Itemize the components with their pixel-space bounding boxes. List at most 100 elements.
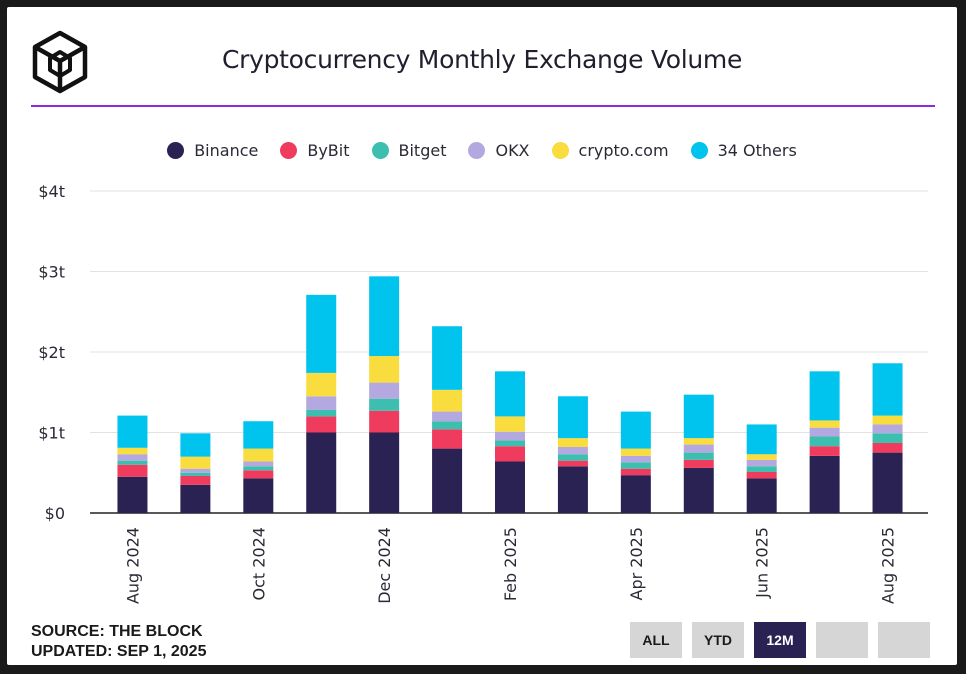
bar-segment	[495, 431, 525, 441]
bar-segment	[683, 452, 714, 460]
bar-segment	[369, 276, 400, 357]
bar-segment	[432, 421, 463, 430]
legend-label: 34 Others	[717, 141, 797, 160]
bar-segment	[683, 467, 714, 513]
bar-segment	[495, 440, 525, 447]
bar-segment	[620, 411, 651, 449]
bar-segment	[306, 432, 337, 513]
bar-segment	[746, 459, 777, 467]
y-tick-label: $0	[45, 504, 65, 523]
range-button-ytd[interactable]: YTD	[692, 622, 744, 658]
bar-segment	[243, 461, 274, 467]
bar-segment	[809, 455, 840, 513]
bar-segment	[117, 454, 148, 461]
bar-segment	[306, 416, 337, 433]
range-button[interactable]	[816, 622, 868, 658]
bar-segment	[683, 394, 714, 439]
bar-segment	[872, 452, 903, 513]
range-button-all[interactable]: ALL	[630, 622, 682, 658]
bar-segment	[557, 446, 588, 455]
legend-swatch	[551, 142, 569, 159]
bar-segment	[180, 456, 211, 469]
bar-segment	[495, 446, 525, 462]
legend-item[interactable]: Binance	[167, 141, 258, 160]
bar-segment	[243, 448, 274, 462]
legend-item[interactable]: crypto.com	[551, 141, 669, 160]
legend-item[interactable]: ByBit	[280, 141, 350, 160]
bar-segment	[557, 396, 588, 439]
bar-segment	[557, 454, 588, 461]
bar-segment	[117, 460, 148, 465]
legend-item[interactable]: OKX	[468, 141, 530, 160]
legend-label: OKX	[495, 141, 530, 160]
bar-segment	[369, 382, 400, 399]
bar-segment	[306, 409, 337, 417]
bar-segment	[746, 424, 777, 455]
x-tick-label: Jun 2025	[753, 527, 772, 599]
bar-segment	[432, 411, 463, 422]
bar-segment	[306, 294, 337, 373]
bar-segment	[683, 459, 714, 468]
bar-segment	[432, 326, 463, 390]
source-line: SOURCE: THE BLOCK	[31, 623, 203, 640]
bar-segment	[872, 442, 903, 453]
legend-item[interactable]: 34 Others	[690, 141, 797, 160]
bar-segment	[872, 433, 903, 443]
bar-segment	[746, 478, 777, 513]
bar-segment	[243, 421, 274, 449]
bar-segment	[872, 424, 903, 434]
bar-segment	[369, 356, 400, 383]
bar-segment	[180, 484, 211, 513]
bar-segment	[746, 454, 777, 460]
y-tick-label: $1t	[38, 424, 65, 443]
bar-segment	[369, 398, 400, 411]
range-selector: ALL YTD 12M	[630, 622, 930, 658]
bar-segment	[117, 476, 148, 513]
legend-swatch	[468, 142, 486, 159]
y-tick-label: $4t	[38, 182, 65, 201]
y-tick-label: $3t	[38, 263, 65, 282]
bar-segment	[557, 466, 588, 513]
bar-segment	[180, 468, 211, 473]
legend-item[interactable]: Bitget	[371, 141, 446, 160]
bar-segment	[117, 415, 148, 448]
x-tick-label: Feb 2025	[501, 527, 520, 601]
bar-segment	[620, 448, 651, 456]
bar-segment	[557, 438, 588, 447]
bar-segment	[432, 429, 463, 449]
bar-segment	[117, 464, 148, 477]
bar-segment	[306, 372, 337, 397]
legend-swatch	[280, 142, 298, 159]
bar-segment	[746, 471, 777, 479]
bar-segment	[495, 371, 525, 417]
bar-segment	[620, 475, 651, 513]
x-tick-label: Oct 2024	[249, 527, 268, 600]
chart-plot: $0 $1t $2t $3t $4t Aug 2024 Oct 2024 Dec 2024 Fe…	[38, 182, 928, 604]
bar-segment	[809, 436, 840, 447]
x-tick-label: Apr 2025	[627, 527, 646, 600]
title-divider	[31, 105, 935, 107]
range-button-12m[interactable]: 12M	[754, 622, 806, 658]
legend-label: Binance	[194, 141, 259, 160]
range-button[interactable]	[878, 622, 930, 658]
chart-card: Cryptocurrency Monthly Exchange Volume B…	[7, 7, 957, 665]
legend-swatch	[690, 142, 708, 159]
legend-swatch	[371, 142, 389, 159]
bar-segment	[243, 466, 274, 471]
bar-segment	[683, 438, 714, 445]
chart-title: Cryptocurrency Monthly Exchange Volume	[221, 45, 743, 74]
bar-segment	[557, 460, 588, 467]
bar-segment	[809, 446, 840, 456]
bar-segment	[495, 416, 525, 432]
bar-segment	[180, 475, 211, 485]
bar-segment	[243, 478, 274, 513]
bar-segment	[620, 462, 651, 469]
bar-segment	[872, 415, 903, 425]
x-tick-label: Aug 2025	[879, 527, 898, 604]
legend-label: ByBit	[307, 141, 350, 160]
bar-segment	[243, 470, 274, 479]
y-tick-label: $2t	[38, 343, 65, 362]
legend: Binance ByBit Bitget OKX crypto.com 34 Others	[7, 141, 957, 160]
bar-segment	[369, 432, 400, 513]
bar-segment	[620, 455, 651, 463]
